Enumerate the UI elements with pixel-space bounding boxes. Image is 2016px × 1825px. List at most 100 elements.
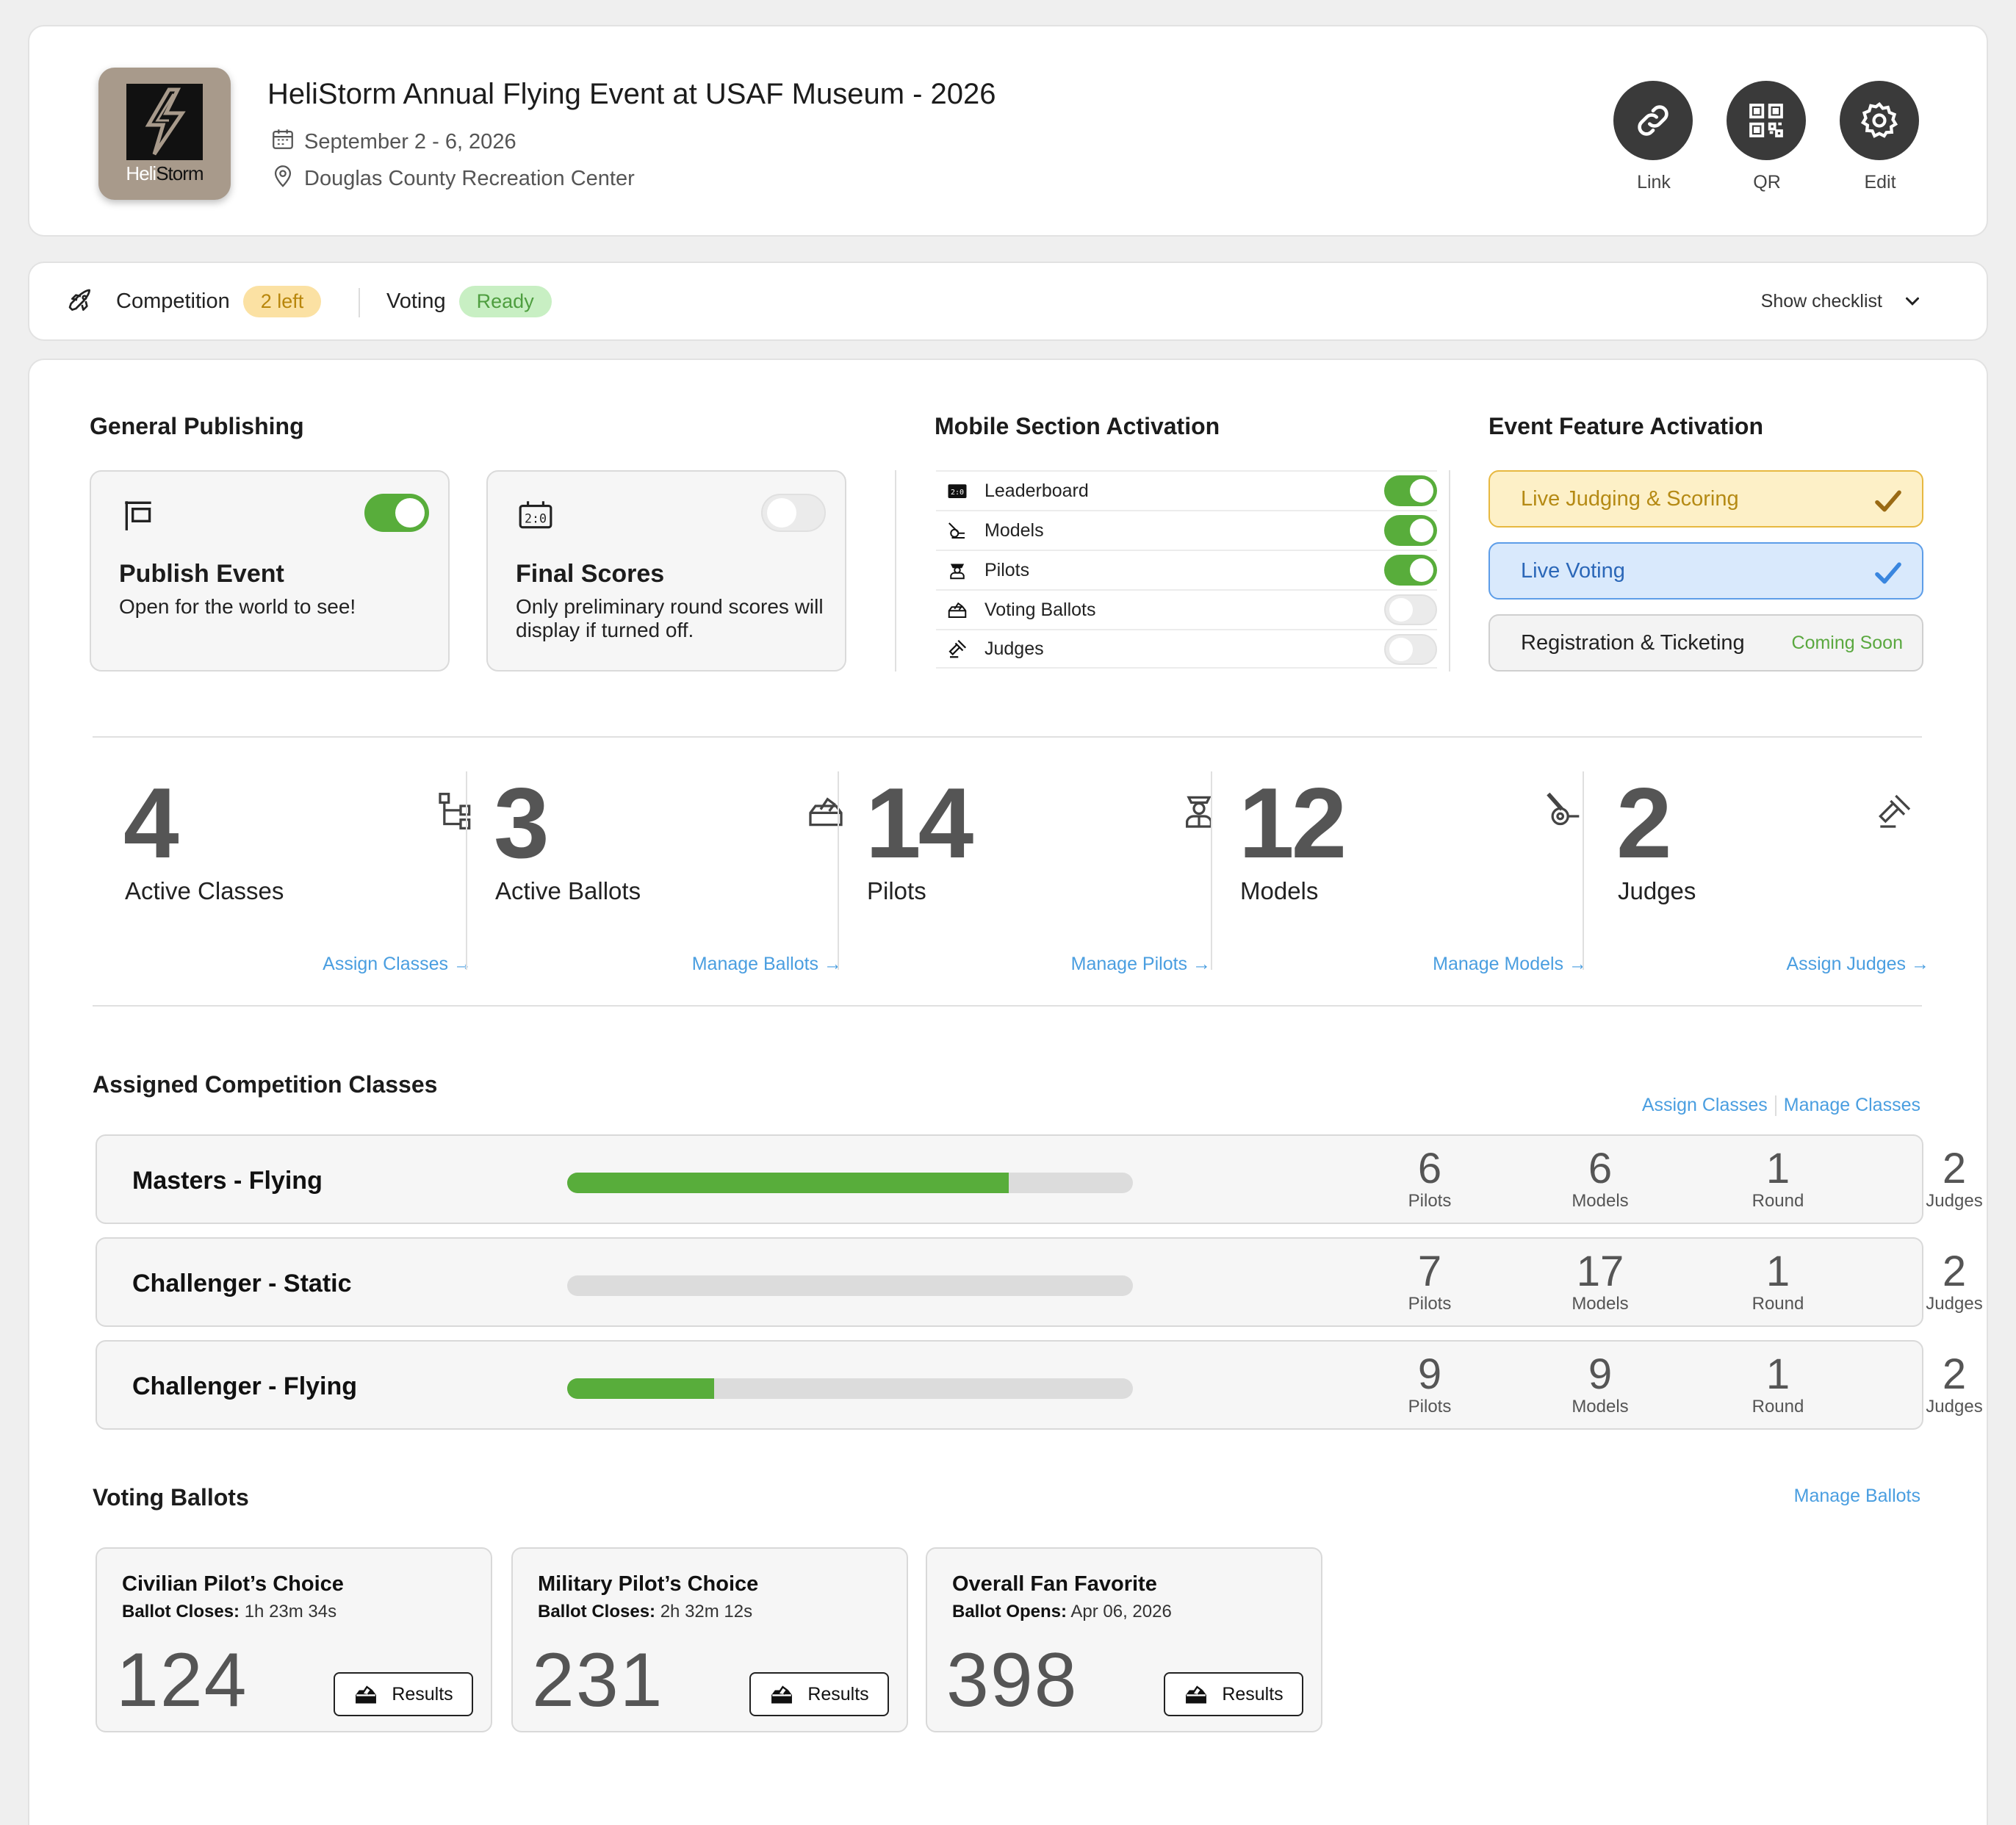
event-location-row: Douglas County Recreation Center [270, 163, 635, 194]
class-stat-round: 1 Round [1719, 1352, 1837, 1417]
live-voting-feature[interactable]: Live Voting [1488, 542, 1923, 600]
voting-ballots-title: Voting Ballots [93, 1484, 249, 1511]
ballot-name: Civilian Pilot’s Choice [122, 1572, 344, 1596]
stat-label: Pilots [867, 877, 926, 904]
class-stat-value: 2 [1942, 1145, 1967, 1192]
stat-divider [1211, 771, 1212, 970]
ballot-vote-count: 124 [116, 1638, 248, 1723]
class-row[interactable]: Challenger - Flying 9 Pilots 9 Models 1 Round 2… [96, 1340, 1983, 1430]
class-stat-unit: Judges [1926, 1191, 1983, 1211]
show-checklist-button[interactable]: Show checklist [1761, 263, 1923, 339]
class-stat-value: 6 [1588, 1145, 1613, 1192]
status-divider [359, 288, 360, 317]
assign-judges-link[interactable]: Assign Judges → [1786, 954, 1929, 974]
ballot-vote-count: 231 [532, 1638, 664, 1723]
rocket-icon [66, 287, 96, 316]
results-button[interactable]: Results [749, 1672, 889, 1716]
stat-value: 14 [865, 767, 973, 879]
stat-value: 12 [1239, 767, 1347, 879]
mobile-section-list: 2:0 Leaderboard Models Pilots Voting Bal… [936, 470, 1437, 669]
ballot-status-value: 2h 32m 12s [655, 1602, 753, 1621]
class-stat-value: 17 [1576, 1248, 1624, 1295]
class-row[interactable]: Masters - Flying 6 Pilots 6 Models 1 Round 2 Jud… [96, 1134, 1983, 1224]
voting-ballots-toggle[interactable] [1384, 594, 1437, 625]
judges-toggle[interactable] [1384, 634, 1437, 665]
stat-divider [466, 771, 467, 970]
ballot-card: Military Pilot’s Choice Ballot Closes: 2h… [511, 1547, 908, 1732]
event-location: Douglas County Recreation Center [304, 166, 635, 190]
competition-label: Competition [116, 289, 230, 313]
class-progress-bar [567, 1173, 1133, 1193]
class-tree-icon [435, 791, 476, 832]
qr-button[interactable]: QR [1727, 81, 1807, 193]
edit-label: Edit [1864, 172, 1896, 192]
flag-icon [120, 497, 157, 533]
results-button[interactable]: Results [334, 1672, 473, 1716]
class-stat-unit: Judges [1926, 1294, 1983, 1314]
publish-event-title: Publish Event [119, 560, 284, 588]
class-name: Challenger - Static [132, 1270, 352, 1297]
ballot-status-value: 1h 23m 34s [240, 1602, 337, 1621]
models-toggle[interactable] [1384, 515, 1437, 546]
class-name: Challenger - Flying [132, 1372, 358, 1400]
stat-label: Models [1240, 877, 1319, 904]
ballot-status-label: Ballot Closes: [122, 1602, 240, 1621]
class-stat-value: 9 [1588, 1350, 1613, 1398]
live-judging-feature[interactable]: Live Judging & Scoring [1488, 470, 1923, 528]
mobile-item-pilots: Pilots [936, 550, 1437, 589]
final-scores-desc: Only preliminary round scores will displ… [516, 595, 824, 641]
manage-ballots-link[interactable]: Manage Ballots [1793, 1486, 1920, 1506]
class-stat-round: 1 Round [1719, 1249, 1837, 1314]
class-name: Masters - Flying [132, 1167, 323, 1195]
chevron-down-icon [1901, 290, 1923, 312]
manage-classes-link[interactable]: Manage Classes [1783, 1095, 1920, 1115]
qr-label: QR [1753, 172, 1781, 192]
ballot-box-icon [805, 791, 846, 832]
gavel-icon [936, 638, 984, 660]
results-button[interactable]: Results [1164, 1672, 1303, 1716]
live-voting-label: Live Voting [1521, 558, 1625, 583]
assign-classes-link[interactable]: Assign Classes → [323, 954, 472, 974]
assign-classes-link[interactable]: Assign Classes [1641, 1095, 1768, 1115]
class-stat-value: 1 [1765, 1350, 1790, 1398]
class-stat-unit: Models [1572, 1397, 1629, 1417]
pilot-icon [936, 559, 984, 581]
stat-value: 4 [123, 767, 179, 879]
checkmark-icon [1875, 562, 1901, 584]
leaderboard-toggle[interactable] [1384, 475, 1437, 506]
gear-icon[interactable] [1840, 81, 1919, 160]
link-label: Link [1637, 172, 1671, 192]
manage-pilots-link[interactable]: Manage Pilots → [1070, 954, 1211, 974]
event-dashboard: General Publishing Publish Event Open fo… [28, 359, 1988, 1825]
ballot-name: Military Pilot’s Choice [538, 1572, 759, 1596]
event-dates-row: September 2 - 6, 2026 [270, 126, 516, 157]
voting-label: Voting [386, 289, 446, 313]
stat-active-classes: 4 Active Classes Assign Classes → [123, 767, 472, 977]
mobile-item-label: Pilots [984, 559, 1030, 580]
stat-divider [1583, 771, 1584, 970]
registration-feature: Registration & Ticketing Coming Soon [1488, 614, 1923, 672]
classes-title: Assigned Competition Classes [93, 1071, 438, 1098]
pilot-icon [1178, 791, 1220, 832]
class-stat-round: 1 Round [1719, 1146, 1837, 1211]
class-stat-unit: Pilots [1408, 1294, 1452, 1314]
manage-ballots-link[interactable]: Manage Ballots → [691, 954, 842, 974]
results-label: Results [807, 1683, 869, 1705]
competition-status: Competition 2 left [66, 263, 322, 339]
qr-code-icon[interactable] [1727, 81, 1806, 160]
manage-models-link[interactable]: Manage Models → [1433, 954, 1587, 974]
edit-button[interactable]: Edit [1840, 81, 1920, 193]
class-row[interactable]: Challenger - Static 7 Pilots 17 Models 1 Round… [96, 1237, 1983, 1327]
final-scores-toggle[interactable] [761, 494, 826, 532]
stat-pilots: 14 Pilots Manage Pilots → [865, 767, 1212, 977]
pilots-toggle[interactable] [1384, 555, 1437, 586]
feature-activation-title: Event Feature Activation [1488, 413, 1764, 439]
link-button[interactable]: Link [1613, 81, 1694, 193]
ballot-status: Ballot Opens: Apr 06, 2026 [952, 1602, 1172, 1622]
logo-text-b: Storm [156, 162, 204, 184]
checklist-label: Show checklist [1760, 290, 1882, 312]
publish-event-toggle[interactable] [364, 494, 429, 532]
link-icon[interactable] [1613, 81, 1693, 160]
voting-badge: Ready [458, 285, 552, 317]
class-progress-fill [567, 1378, 715, 1399]
